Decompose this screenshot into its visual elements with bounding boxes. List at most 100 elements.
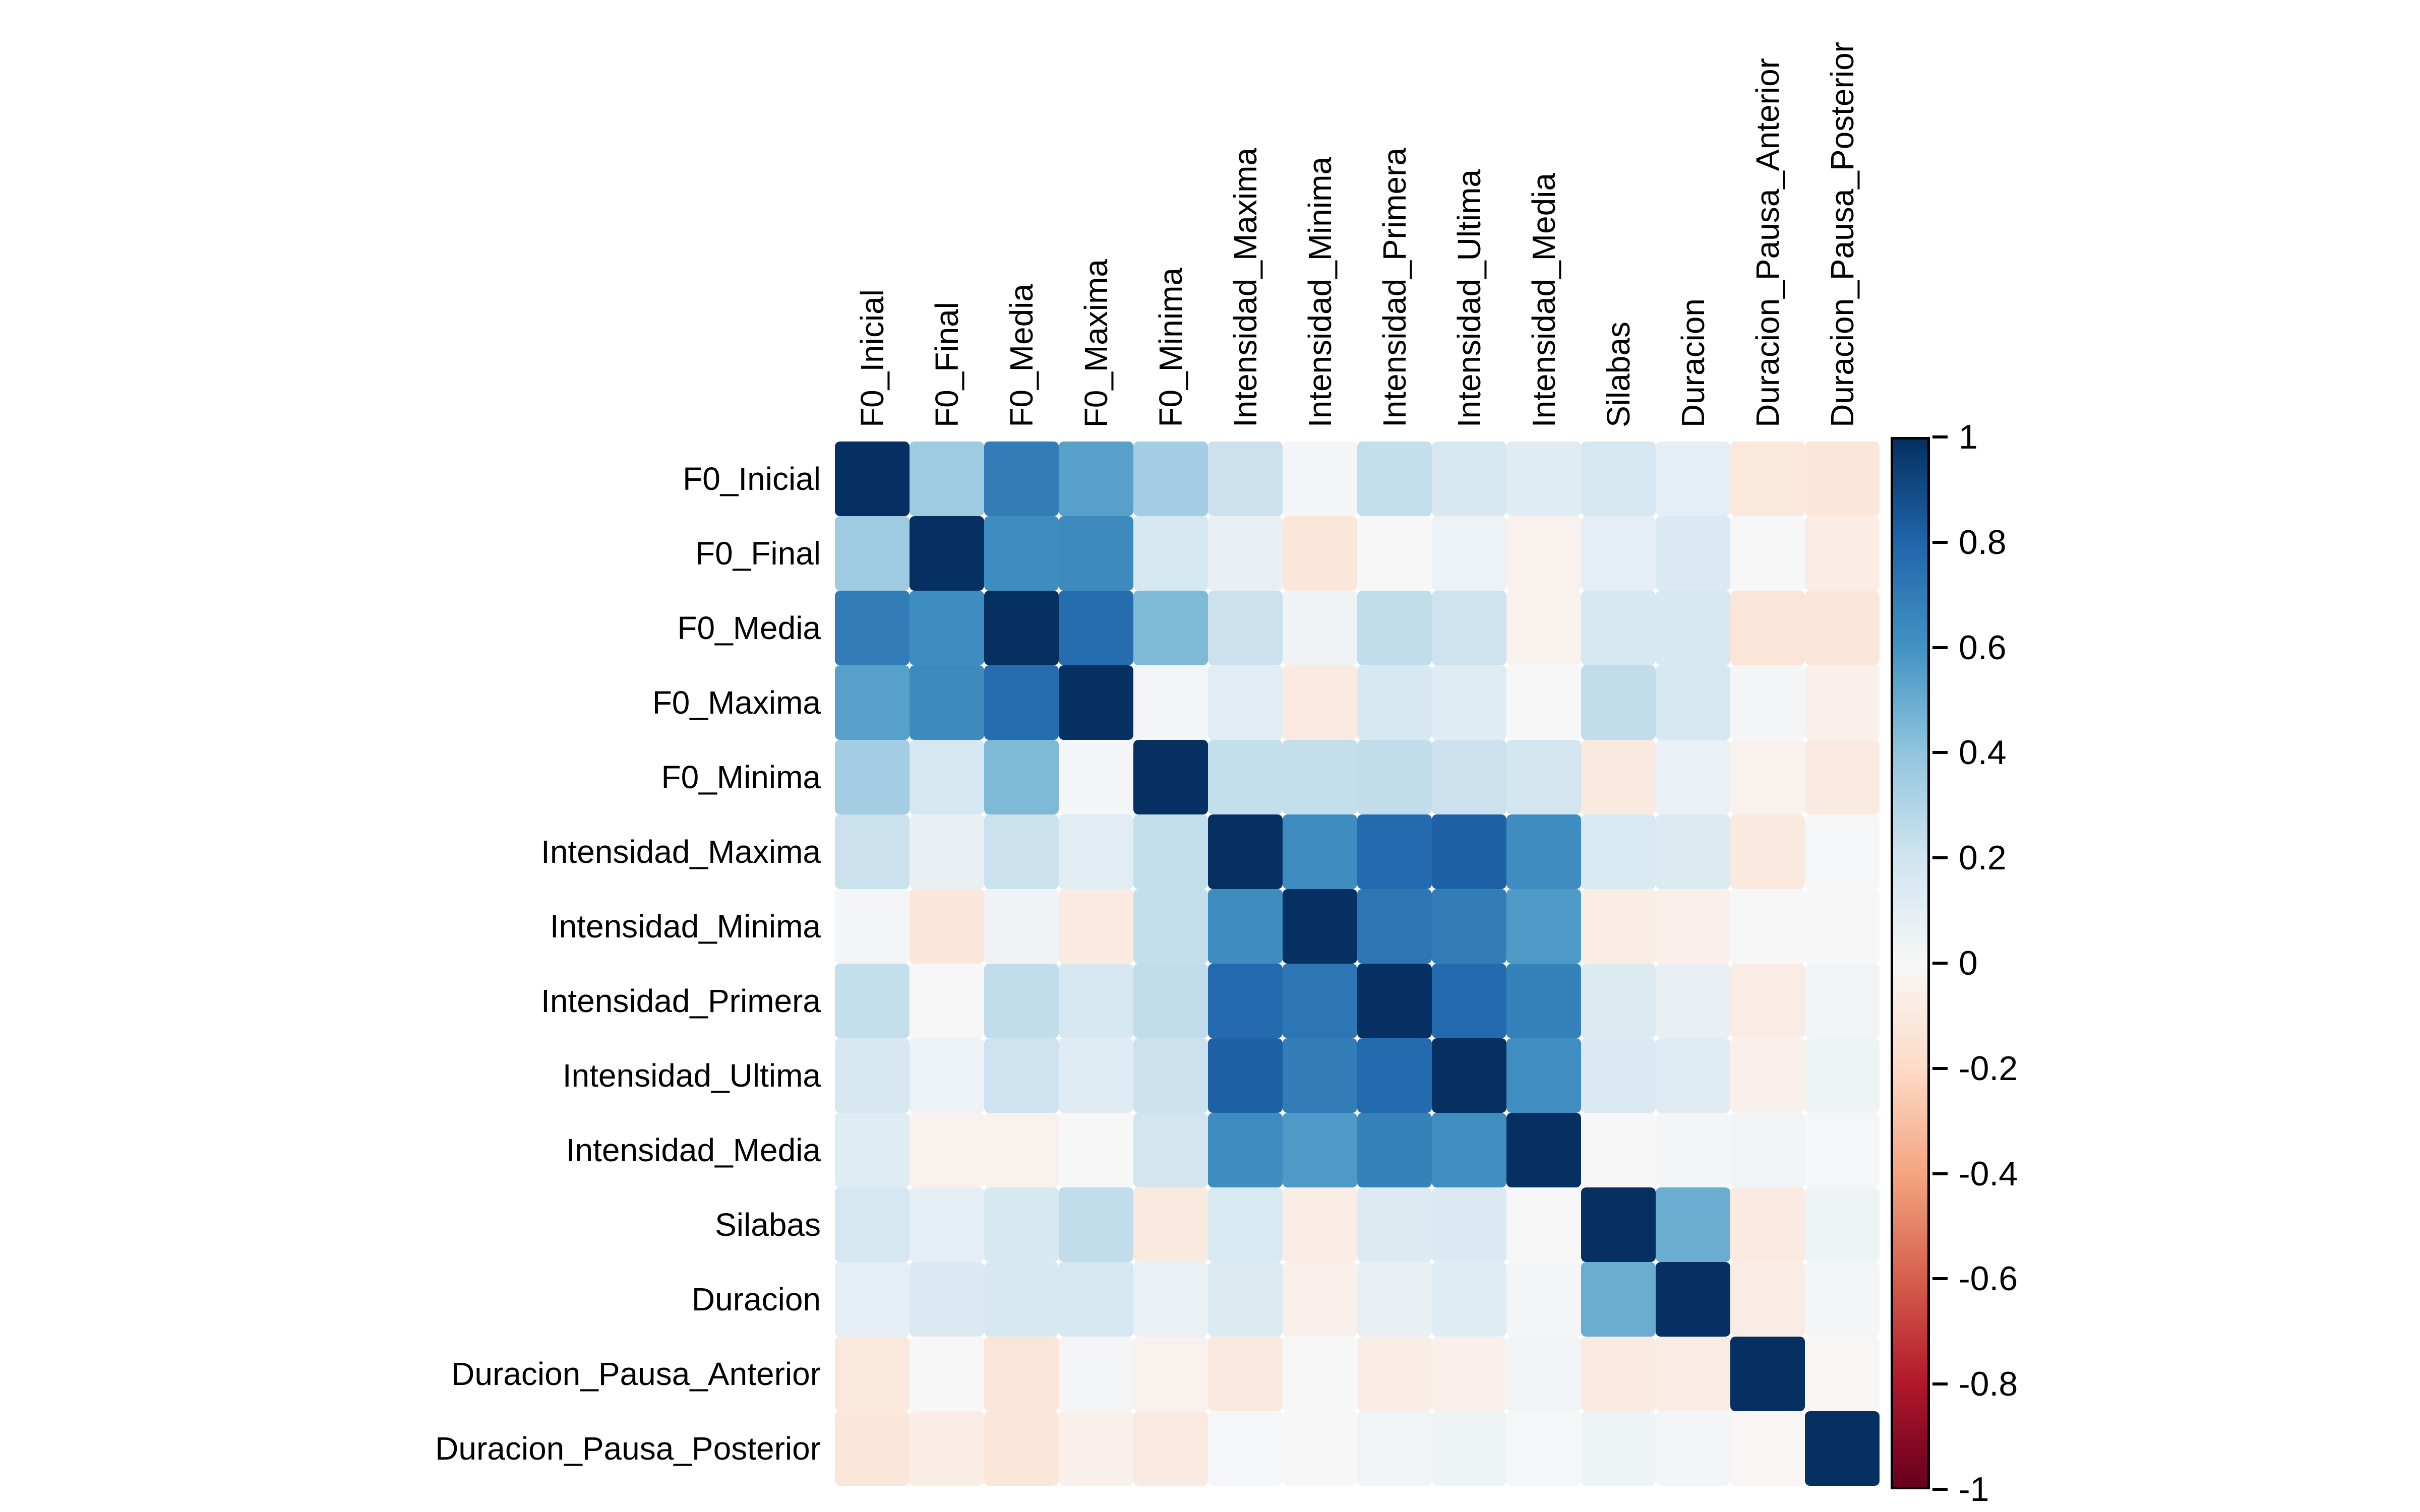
row-label-Duracion_Pausa_Posterior: Duracion_Pausa_Posterior [435,1430,821,1467]
heatmap-cell [1581,1411,1656,1486]
heatmap-cell [1059,889,1133,964]
heatmap-cell [835,1187,910,1262]
heatmap-cell [984,814,1059,889]
heatmap-cell [835,964,910,1038]
heatmap-cell [984,1038,1059,1113]
heatmap-cell [1581,442,1656,516]
heatmap-cell [1730,740,1805,814]
heatmap-cell [1059,1187,1133,1262]
heatmap-cell [1581,964,1656,1038]
colorbar-tick-label: -0.6 [1959,1259,2018,1298]
heatmap-cell [1730,591,1805,665]
row-label-F0_Inicial: F0_Inicial [683,461,821,497]
col-label-text: Intensidad_Minima [1302,156,1338,427]
col-label-Intensidad_Media: Intensidad_Media [1506,173,1581,427]
heatmap-cell [1656,516,1730,591]
heatmap-cell [1506,814,1581,889]
col-label-F0_Final: F0_Final [910,302,984,427]
heatmap-cell [1730,814,1805,889]
heatmap-cell [1805,665,1880,740]
heatmap-cell [835,665,910,740]
heatmap-cell [1133,1337,1208,1411]
heatmap-cell [1432,814,1506,889]
col-label-Silabas: Silabas [1581,322,1656,427]
heatmap-cell [984,516,1059,591]
heatmap-cell [1805,964,1880,1038]
colorbar-tick [1932,1382,1948,1386]
heatmap-cell [1656,1337,1730,1411]
heatmap-cell [1283,1113,1357,1187]
heatmap-cell [1283,814,1357,889]
heatmap-cell [1208,665,1283,740]
heatmap-cell [910,889,984,964]
heatmap-cell [1283,1038,1357,1113]
heatmap-cell [1208,591,1283,665]
heatmap-cell [1133,1411,1208,1486]
heatmap-cell [1059,442,1133,516]
heatmap-cell [1730,1262,1805,1337]
heatmap-cell [984,1337,1059,1411]
heatmap-cell [1283,516,1357,591]
colorbar-tick-label: 0.8 [1959,523,2007,561]
heatmap-cell [1581,1337,1656,1411]
heatmap-cell [1357,964,1432,1038]
heatmap-cell [1581,665,1656,740]
heatmap-cell [1805,1262,1880,1337]
heatmap-cell [1581,1113,1656,1187]
colorbar-tick-label: 0 [1959,944,1978,982]
heatmap-cell [1059,1337,1133,1411]
heatmap-cell [1133,964,1208,1038]
row-label-Intensidad_Minima: Intensidad_Minima [550,908,821,944]
heatmap-cell [1805,591,1880,665]
heatmap-cell [1656,442,1730,516]
heatmap-cell [1805,1038,1880,1113]
heatmap-cell [1357,1337,1432,1411]
heatmap-cell [1506,1411,1581,1486]
heatmap-cell [984,1411,1059,1486]
row-label-Intensidad_Media: Intensidad_Media [566,1132,821,1168]
col-label-text: Duracion_Pausa_Posterior [1824,42,1860,427]
heatmap-cell [910,1262,984,1337]
heatmap-cell [1432,889,1506,964]
heatmap-cell [1283,591,1357,665]
heatmap-cell [1133,1187,1208,1262]
row-label-F0_Minima: F0_Minima [661,759,821,795]
heatmap-cell [910,1411,984,1486]
heatmap-cell [1581,1038,1656,1113]
heatmap-cell [984,665,1059,740]
heatmap-cell [1208,814,1283,889]
colorbar-tick [1932,856,1948,860]
heatmap-cell [1432,442,1506,516]
heatmap-cell [984,1187,1059,1262]
heatmap-cell [1059,591,1133,665]
heatmap-cell [984,889,1059,964]
heatmap-cell [1656,740,1730,814]
heatmap-cell [1283,1337,1357,1411]
colorbar-tick-label: 1 [1959,418,1978,456]
heatmap-cell [1208,1038,1283,1113]
heatmap-cell [1506,740,1581,814]
col-label-Intensidad_Maxima: Intensidad_Maxima [1208,148,1283,427]
heatmap-cell [1059,1411,1133,1486]
heatmap-cell [1133,814,1208,889]
heatmap-cell [1208,1411,1283,1486]
heatmap-cell [1730,889,1805,964]
heatmap-cell [835,740,910,814]
colorbar-tick [1932,540,1948,544]
heatmap-cell [1357,1411,1432,1486]
heatmap-cell [1208,740,1283,814]
heatmap-cell [910,740,984,814]
colorbar-tick [1932,1172,1948,1175]
heatmap-cell [1805,814,1880,889]
col-label-text: Intensidad_Primera [1376,148,1413,427]
heatmap-cell [835,591,910,665]
heatmap-cell [1059,1113,1133,1187]
heatmap-cell [1656,964,1730,1038]
row-label-Intensidad_Primera: Intensidad_Primera [541,983,821,1019]
heatmap-cell [1357,516,1432,591]
heatmap-cell [835,889,910,964]
row-label-Duracion_Pausa_Anterior: Duracion_Pausa_Anterior [451,1356,821,1392]
heatmap-cell [1581,516,1656,591]
row-label-Silabas: Silabas [715,1207,821,1243]
heatmap-cell [984,740,1059,814]
